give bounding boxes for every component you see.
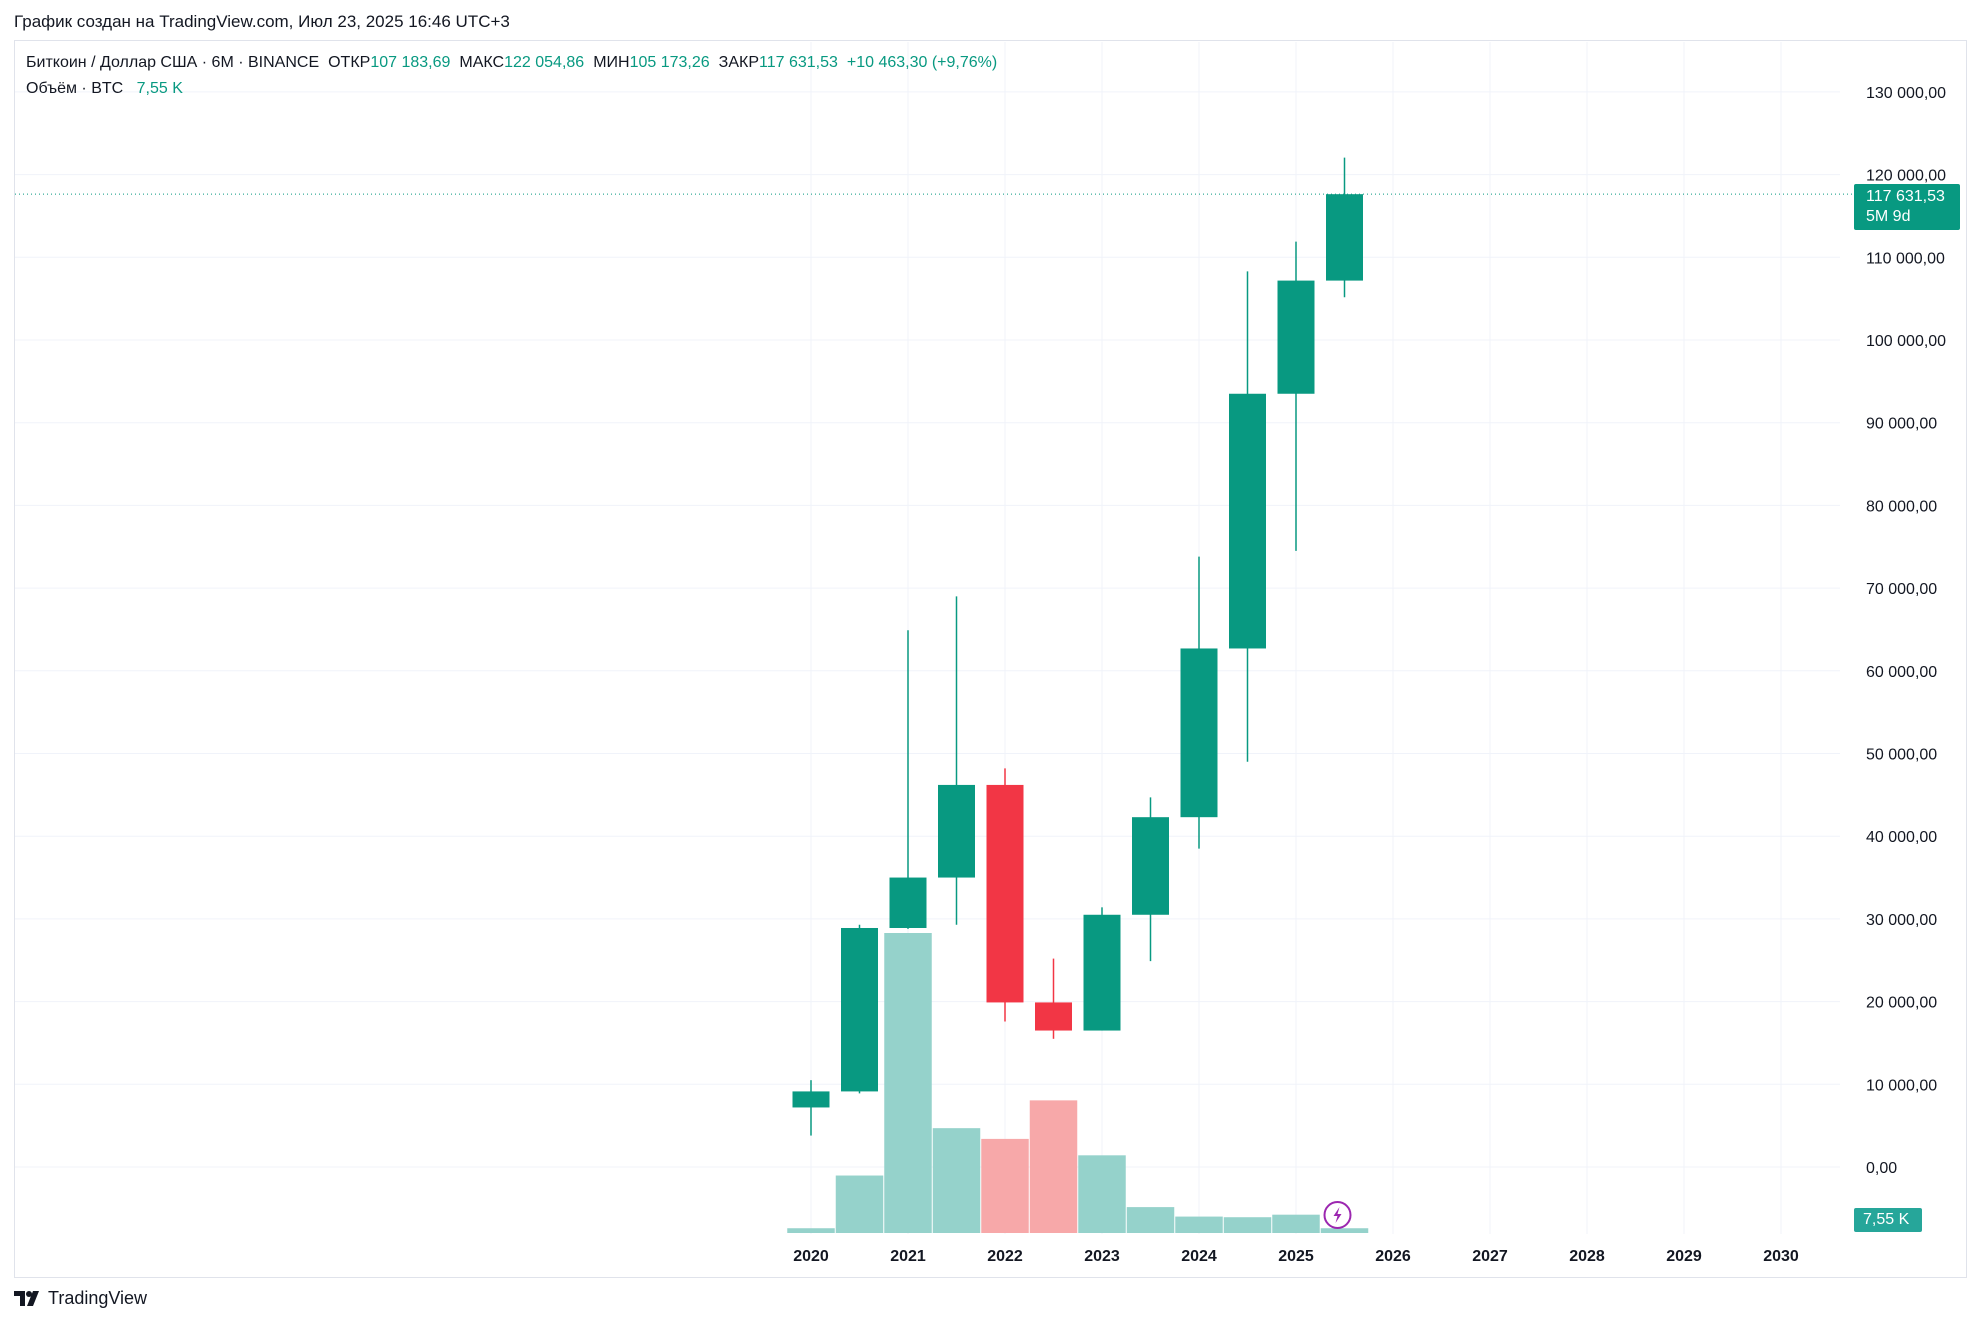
- volume-legend: Объём · BTC 7,55 K: [26, 80, 183, 98]
- volume-bar: [1126, 1207, 1175, 1233]
- volume-tag: 7,55 K: [1854, 1208, 1922, 1232]
- y-tick-label: 30 000,00: [1866, 912, 1937, 929]
- high-value: 122 054,86: [504, 54, 585, 71]
- y-tick-label: 100 000,00: [1866, 333, 1946, 350]
- x-tick-label: 2030: [1763, 1248, 1799, 1265]
- open-value: 107 183,69: [370, 54, 451, 71]
- x-tick-label: 2022: [987, 1248, 1023, 1265]
- x-tick-label: 2026: [1375, 1248, 1411, 1265]
- chart-caption: График создан на TradingView.com, Июл 23…: [14, 12, 510, 31]
- candle-body: [938, 784, 975, 878]
- candle-body: [1083, 914, 1121, 1031]
- candle-body: [841, 927, 878, 1092]
- y-tick-label: 80 000,00: [1866, 498, 1937, 515]
- candle-body: [1326, 194, 1363, 281]
- volume-label: Объём · BTC: [26, 80, 124, 97]
- volume-bar: [1272, 1214, 1320, 1233]
- volume-bar: [884, 933, 932, 1233]
- symbol-name: Биткоин / Доллар США · 6M · BINANCE: [26, 54, 320, 71]
- tradingview-logo[interactable]: TradingView: [14, 1288, 147, 1309]
- volume-bar: [1078, 1155, 1126, 1233]
- bar-countdown: 5M 9d: [1866, 208, 1911, 225]
- y-tick-label: 50 000,00: [1866, 747, 1937, 764]
- y-tick-label: 130 000,00: [1866, 85, 1946, 102]
- y-tick-label: 60 000,00: [1866, 664, 1937, 681]
- volume-bar: [1029, 1100, 1078, 1233]
- volume-bar: [835, 1175, 884, 1233]
- x-tick-label: 2023: [1084, 1248, 1120, 1265]
- tradingview-logo-icon: [14, 1290, 39, 1306]
- y-tick-label: 70 000,00: [1866, 581, 1937, 598]
- lightning-icon: [1333, 1207, 1342, 1223]
- candle-body: [889, 877, 927, 928]
- candle-body: [792, 1091, 830, 1108]
- volume-bar: [1320, 1228, 1369, 1233]
- volume-value: 7,55 K: [136, 80, 183, 97]
- last-price-tag: 117 631,53 5M 9d: [1854, 184, 1960, 230]
- brand-name: TradingView: [48, 1288, 148, 1308]
- volume-bar: [932, 1128, 981, 1233]
- candle-body: [986, 784, 1024, 1003]
- change-value: +10 463,30 (+9,76%): [846, 54, 998, 71]
- close-label: ЗАКР: [718, 54, 759, 71]
- symbol-legend: Биткоин / Доллар США · 6M · BINANCE ОТКР…: [26, 54, 997, 72]
- chart-frame: [14, 40, 1967, 1278]
- x-tick-label: 2029: [1666, 1248, 1702, 1265]
- low-value: 105 173,26: [629, 54, 710, 71]
- volume-bar: [1175, 1216, 1223, 1233]
- y-tick-label: 110 000,00: [1866, 250, 1945, 267]
- high-label: МАКС: [459, 54, 505, 71]
- y-tick-label: 10 000,00: [1866, 1077, 1937, 1094]
- candle-body: [1277, 280, 1315, 394]
- y-tick-label: 120 000,00: [1866, 168, 1946, 185]
- volume-bar: [787, 1228, 835, 1233]
- y-tick-label: 40 000,00: [1866, 829, 1937, 846]
- volume-bar: [1223, 1217, 1272, 1233]
- candle-body: [1035, 1002, 1072, 1031]
- y-tick-label: 0,00: [1866, 1160, 1897, 1177]
- x-tick-label: 2024: [1181, 1248, 1217, 1265]
- y-tick-label: 20 000,00: [1866, 995, 1937, 1012]
- x-tick-label: 2028: [1569, 1248, 1605, 1265]
- x-tick-label: 2021: [890, 1248, 926, 1265]
- open-label: ОТКР: [328, 54, 371, 71]
- candle-body: [1229, 393, 1266, 649]
- y-tick-label: 90 000,00: [1866, 416, 1937, 433]
- x-tick-label: 2025: [1278, 1248, 1314, 1265]
- low-label: МИН: [593, 54, 630, 71]
- last-price-value: 117 631,53: [1866, 188, 1945, 205]
- candle-body: [1132, 817, 1169, 915]
- volume-bar: [981, 1138, 1029, 1233]
- x-tick-label: 2027: [1472, 1248, 1508, 1265]
- close-value: 117 631,53: [758, 54, 838, 71]
- x-tick-label: 2020: [793, 1248, 829, 1265]
- candle-body: [1180, 648, 1218, 818]
